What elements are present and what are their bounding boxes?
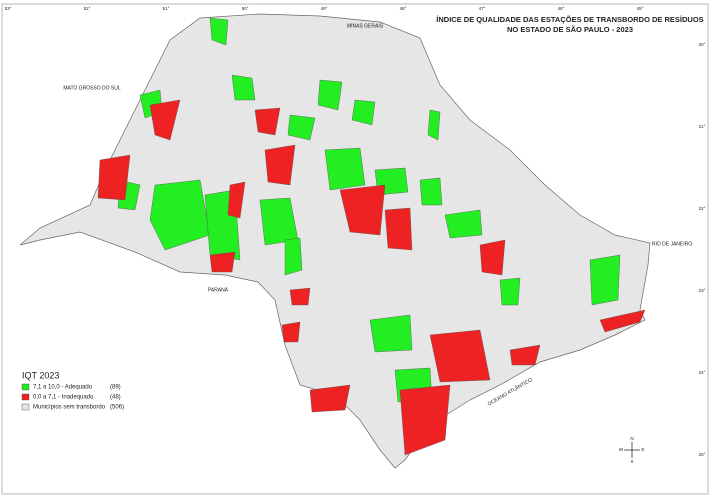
longitude-label: 46° <box>558 6 565 11</box>
latitude-label: 24° <box>699 370 706 375</box>
state-outline <box>19 13 651 469</box>
latitude-label: 23° <box>699 288 706 293</box>
legend-swatch <box>21 393 30 401</box>
longitude-label: 52° <box>84 6 91 11</box>
municipalities-red <box>97 99 646 456</box>
neighbor-label: MINAS GERAIS <box>347 23 384 29</box>
title: ÍNDICE DE QUALIDADE DAS ESTAÇÕES DE TRAN… <box>436 15 703 24</box>
latitude-label: 21° <box>699 124 706 129</box>
longitude-label: 49° <box>321 6 328 11</box>
compass: N S E W <box>619 436 645 464</box>
latitude-label: 25° <box>699 452 706 457</box>
compass-n: N <box>630 436 633 441</box>
longitude-label: 48° <box>400 6 407 11</box>
legend-label: 7,1 a 10,0 - Adequado <box>33 385 93 391</box>
title: NO ESTADO DE SÃO PAULO - 2023 <box>507 25 633 34</box>
municipalities <box>117 17 621 403</box>
longitude-label: 50° <box>242 6 249 11</box>
longitude-label: 45° <box>637 6 644 11</box>
coordinates: 53° 52° 51° 50° 49° 48° 47° 46° 45° 20° 21° 22° 23° 2… <box>5 6 706 457</box>
legend: IQT 2023 7,1 a 10,0 - Adequado (89) 0,0 … <box>21 370 124 411</box>
legend-label: 0,0 a 7,1 - Inadequado <box>33 395 94 401</box>
latitude-label: 22° <box>699 206 706 211</box>
compass-e: E <box>641 447 644 452</box>
legend-title: IQT 2023 <box>22 370 59 380</box>
neighbor-label: PARANÁ <box>208 286 229 293</box>
legend-swatch <box>21 383 30 391</box>
neighbor-label: MATO GROSSO DO SUL <box>63 85 121 91</box>
compass-s: S <box>630 459 633 464</box>
longitude-label: 53° <box>5 6 12 11</box>
longitude-label: 51° <box>163 6 170 11</box>
compass-w: W <box>619 447 624 452</box>
legend-swatch <box>21 403 30 411</box>
legend-count: (89) <box>110 385 121 391</box>
longitude-label: 47° <box>479 6 486 11</box>
latitude-label: 20° <box>699 42 706 47</box>
legend-count: (48) <box>110 395 121 401</box>
legend-count: (506) <box>110 405 124 411</box>
neighbor-label: RIO DE JANEIRO <box>652 241 692 247</box>
legend-label: Municípios sem transbordo <box>33 405 106 411</box>
